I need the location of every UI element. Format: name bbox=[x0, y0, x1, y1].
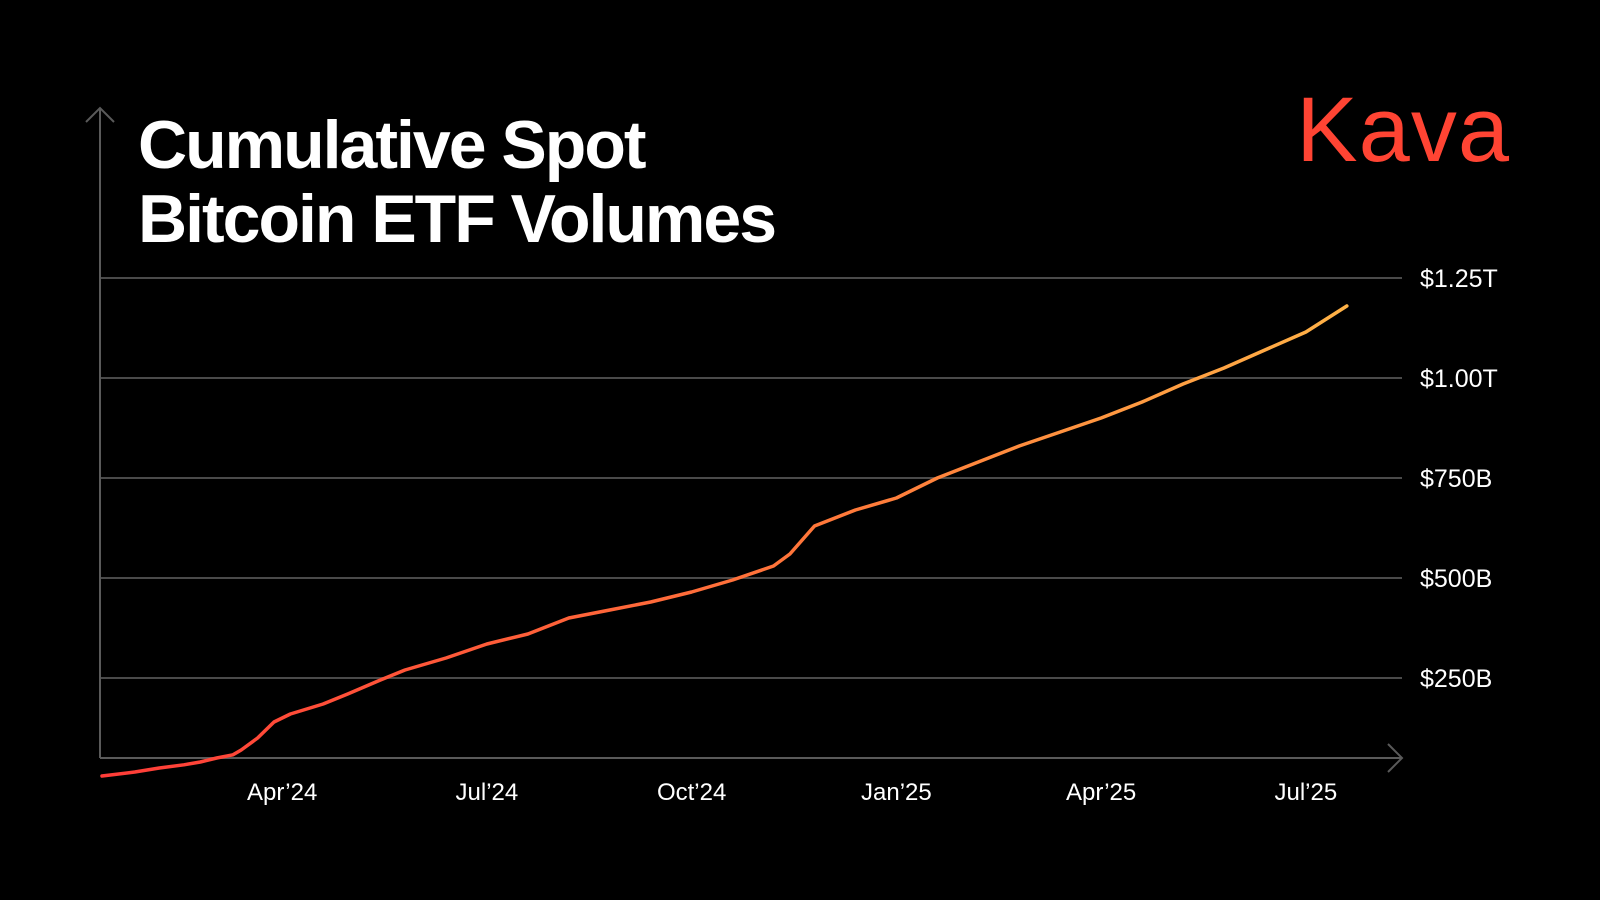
x-tick-label: Jan’25 bbox=[861, 779, 932, 806]
x-tick-label: Oct’24 bbox=[657, 779, 726, 806]
y-tick-label: $1.25T bbox=[1420, 265, 1498, 293]
x-tick-label: Jul’25 bbox=[1275, 779, 1338, 806]
x-tick-label: Apr’25 bbox=[1066, 779, 1136, 806]
label-layer: $250B $500B $750B $1.00T $1.25T Apr’24 Jul’24 O… bbox=[247, 265, 1498, 806]
chart-title-line-2: Bitcoin ETF Volumes bbox=[138, 181, 777, 257]
y-tick-label: $250B bbox=[1420, 665, 1492, 693]
grid-layer bbox=[100, 277, 1402, 679]
chart-title-line-1: Cumulative Spot bbox=[138, 107, 647, 183]
x-tick-label: Apr’24 bbox=[247, 779, 317, 806]
y-axis-arrow-icon bbox=[85, 106, 115, 123]
x-axis-arrow-icon bbox=[1387, 743, 1404, 773]
series-layer bbox=[100, 304, 1349, 778]
x-tick-label: Jul’24 bbox=[456, 779, 519, 806]
y-tick-label: $1.00T bbox=[1420, 365, 1498, 393]
series-line-0 bbox=[100, 304, 1349, 778]
y-tick-label: $500B bbox=[1420, 565, 1492, 593]
axis-layer bbox=[85, 106, 1404, 773]
y-tick-label: $750B bbox=[1420, 465, 1492, 493]
chart-title: Cumulative Spot Bitcoin ETF Volumes bbox=[138, 107, 777, 257]
brand-logo: Kava bbox=[1296, 79, 1510, 181]
